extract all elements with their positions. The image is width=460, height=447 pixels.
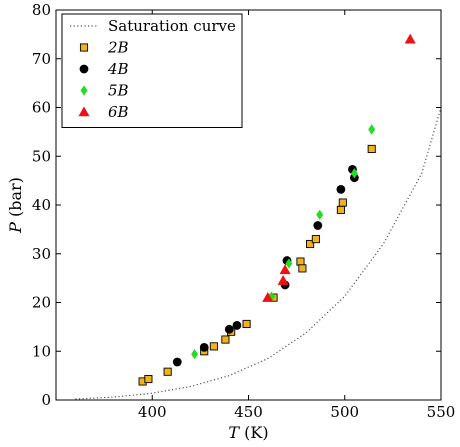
series-5b [191, 124, 376, 360]
y-tick-label: 20 [32, 294, 51, 312]
legend-label: 2B [107, 39, 129, 57]
series-2b-point [306, 239, 315, 249]
series-2b-point [336, 205, 345, 214]
x-tick-label: 450 [234, 403, 263, 421]
axes: 400 450 500 550 0 10 20 30 40 50 60 70 80 [32, 1, 455, 421]
legend-entry: 6B [78, 103, 129, 121]
series-5b-point [191, 349, 199, 360]
series-5b-point [350, 168, 358, 179]
series-4b-point [172, 357, 182, 367]
series-2b-point [338, 198, 347, 207]
legend-entry: 5B [80, 82, 129, 100]
series-6b [262, 33, 416, 302]
series-6b-point [277, 274, 289, 285]
y-axis-label-symbol: P [6, 222, 25, 234]
y-tick-label: 10 [32, 342, 51, 360]
series-2b-point [163, 367, 172, 376]
series-2b-point [242, 319, 251, 329]
series-2b-point [209, 342, 218, 351]
y-axis-label: P (bar) [6, 177, 25, 234]
legend-marker-swatch [79, 43, 89, 52]
x-axis-label-unit: (K) [239, 423, 269, 442]
x-tick-label: 500 [330, 403, 359, 421]
legend-marker-swatch [79, 64, 89, 74]
y-tick-label: 30 [32, 245, 51, 263]
series-5b-point [285, 258, 293, 269]
x-axis-label: T (K) [228, 423, 268, 442]
y-tick-label: 80 [32, 1, 51, 19]
series-6b-point [262, 292, 274, 302]
legend-entry: 2B [79, 39, 129, 57]
series-4b-point [199, 342, 209, 352]
y-tick-label: 70 [32, 50, 51, 68]
y-tick-label: 40 [32, 196, 51, 214]
x-axis-label-symbol: T [228, 423, 240, 442]
x-tick-label: 550 [427, 403, 456, 421]
series-4b-point [313, 221, 323, 230]
legend-label: 4B [107, 60, 129, 78]
y-tick-label: 50 [32, 147, 51, 165]
legend-label: Saturation curve [108, 17, 236, 35]
series-4b-point [232, 321, 242, 330]
legend-entry: Saturation curve [70, 17, 236, 35]
series-2b-point [296, 257, 305, 266]
series-6b-point [404, 33, 416, 44]
series-2b-point [311, 235, 320, 244]
series-4b-point [336, 184, 346, 194]
legend-box [61, 13, 243, 128]
series-4b-point [224, 324, 234, 334]
legend: Saturation curve 2B 4B 5B 6B [61, 13, 243, 128]
plot-area [75, 33, 441, 400]
series-2b-point [298, 264, 307, 273]
series-5b-point [316, 209, 324, 220]
legend-entry: 4B [79, 60, 129, 78]
y-tick-label: 60 [32, 99, 51, 117]
legend-marker-swatch [78, 106, 90, 117]
series-2b-point [144, 374, 153, 384]
saturation-curve-line [75, 107, 441, 400]
y-axis-label-unit: (bar) [6, 177, 25, 222]
series-2b-point [367, 144, 376, 153]
y-tick-label: 0 [41, 391, 51, 409]
series-5b-point [368, 124, 376, 135]
legend-label: 5B [108, 82, 129, 100]
legend-marker-swatch [80, 85, 88, 96]
series-2b-point [221, 335, 230, 344]
series-6b-point [279, 264, 291, 275]
legend-label: 6B [108, 103, 129, 121]
x-tick-label: 400 [138, 403, 167, 421]
